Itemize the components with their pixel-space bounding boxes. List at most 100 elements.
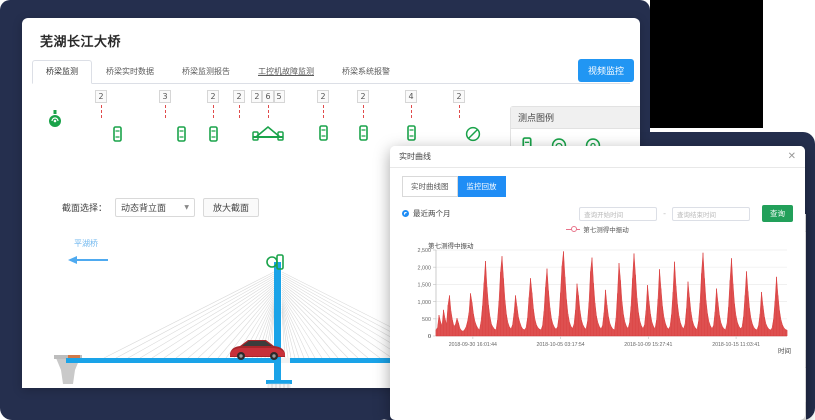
sensor-badge[interactable]: 5 xyxy=(273,90,285,103)
sensor-column[interactable]: 2 xyxy=(352,90,374,141)
cable-sensor-icon[interactable] xyxy=(246,119,290,141)
sensor-badge[interactable]: 2 xyxy=(207,90,219,103)
pile-sensor-icon[interactable] xyxy=(352,119,374,141)
dash-connector xyxy=(410,105,412,118)
pylon-top-sensor-icon xyxy=(266,254,284,270)
badge-group: 2 xyxy=(90,90,112,103)
dash-connector xyxy=(164,105,166,118)
sensor-badge[interactable]: 2 xyxy=(453,90,465,103)
pier-foundation xyxy=(267,383,291,388)
start-time-input[interactable]: 查询开始时间 xyxy=(579,206,658,221)
sensor-column[interactable]: 2 xyxy=(228,90,250,119)
dash-connector xyxy=(212,105,214,118)
sensor-badge[interactable]: 4 xyxy=(405,90,417,103)
sensor-column[interactable] xyxy=(170,120,192,142)
tab-realtime-curve-chart[interactable]: 实时曲线图 xyxy=(402,176,458,197)
svg-text:2018-10-05 03:17:54: 2018-10-05 03:17:54 xyxy=(537,342,585,348)
measurement-legend-panel: 测点图例 xyxy=(510,106,640,176)
chart-legend[interactable]: 第七测得中振动 xyxy=(390,224,805,234)
section-select-row: 截面选择： 动态背立面 ▼ 放大截面 xyxy=(62,198,260,217)
sensor-column[interactable]: 2 xyxy=(312,90,334,141)
badge-group: 2 6 5 xyxy=(246,90,290,103)
chart-svg: 0 500 1,000 1,500 2,000 2,500 2018-09-30 16:01… xyxy=(418,248,788,348)
sensor-column[interactable] xyxy=(462,120,484,142)
dash-connector xyxy=(100,105,102,118)
pile-sensor-icon[interactable] xyxy=(106,120,128,142)
section-select-dropdown[interactable]: 动态背立面 ▼ xyxy=(115,198,196,217)
sensor-badge[interactable]: 2 xyxy=(317,90,329,103)
dash-connector xyxy=(362,105,364,118)
end-time-input[interactable]: 查询结束时间 xyxy=(672,206,750,221)
dash-connector xyxy=(458,105,460,118)
svg-text:1,500: 1,500 xyxy=(418,283,432,289)
tab-system-alarm[interactable]: 桥梁系统报警 xyxy=(342,67,390,76)
sensor-column[interactable] xyxy=(44,106,66,128)
sensor-column[interactable]: 2 6 5 xyxy=(246,90,290,141)
bridge-deck-left xyxy=(66,358,274,363)
sensor-badge[interactable]: 2 xyxy=(233,90,245,103)
realtime-curve-dialog: 实时曲线 ✕ 实时曲线图 监控回放 最近两个月 查询开始时间 - 查询结束时间 … xyxy=(390,146,805,420)
svg-text:0: 0 xyxy=(428,334,431,340)
badge-group: 3 xyxy=(154,90,176,103)
tab-bridge-monitor[interactable]: 桥梁监测 xyxy=(32,60,92,84)
chart-xlabel: 时间 xyxy=(778,347,791,355)
gauge-sensor-icon[interactable] xyxy=(44,106,66,128)
legend-title: 测点图例 xyxy=(511,107,640,129)
pile-sensor-icon[interactable] xyxy=(170,120,192,142)
chart-title: 第七测得中振动 xyxy=(428,242,474,250)
sensor-column[interactable]: 2 xyxy=(90,90,112,119)
sensor-badge[interactable]: 2 xyxy=(95,90,107,103)
tab-realtime-data[interactable]: 桥梁实时数据 xyxy=(106,67,154,76)
tab-plc-fault-monitor[interactable]: 工控机故障监测 xyxy=(258,67,314,76)
sensor-column[interactable]: 4 xyxy=(400,90,422,141)
video-monitor-button[interactable]: 视频监控 xyxy=(577,59,634,82)
close-icon[interactable]: ✕ xyxy=(787,150,796,162)
recent-two-months-radio[interactable]: 最近两个月 xyxy=(402,208,451,219)
pile-sensor-icon[interactable] xyxy=(202,120,224,142)
dialog-filter-row: 最近两个月 查询开始时间 - 查询结束时间 查询 xyxy=(390,197,805,222)
no-entry-icon[interactable] xyxy=(462,120,484,142)
enlarge-section-button[interactable]: 放大截面 xyxy=(203,198,260,217)
sensor-column[interactable]: 2 xyxy=(202,90,224,119)
legend-label: 第七测得中振动 xyxy=(583,226,629,234)
desktop-backdrop-black xyxy=(650,0,763,128)
svg-text:2,500: 2,500 xyxy=(418,248,432,254)
direction-label: 平湖桥 xyxy=(74,239,98,248)
pile-sensor-icon[interactable] xyxy=(312,119,334,141)
svg-text:2018-10-09 15:27:41: 2018-10-09 15:27:41 xyxy=(624,342,672,348)
radio-label: 最近两个月 xyxy=(413,209,451,218)
query-button[interactable]: 查询 xyxy=(762,205,793,222)
dash-connector xyxy=(267,105,269,118)
tab-monitor-report[interactable]: 桥梁监测报告 xyxy=(182,67,230,76)
section-select-label: 截面选择： xyxy=(62,204,108,214)
svg-text:2,000: 2,000 xyxy=(418,265,432,271)
sensor-column[interactable]: 2 xyxy=(448,90,470,119)
sensor-column[interactable] xyxy=(106,120,128,142)
sensor-column[interactable]: 3 xyxy=(154,90,176,119)
badge-group: 2 xyxy=(352,90,374,103)
sensor-badge[interactable]: 3 xyxy=(159,90,171,103)
radio-icon[interactable] xyxy=(402,210,409,217)
dialog-title: 实时曲线 xyxy=(399,152,431,161)
badge-group: 2 xyxy=(448,90,470,103)
legend-marker-icon xyxy=(566,226,581,232)
tab-monitor-playback[interactable]: 监控回放 xyxy=(457,176,506,197)
svg-text:500: 500 xyxy=(422,317,431,323)
sensor-badge[interactable]: 2 xyxy=(251,90,263,103)
dialog-header: 实时曲线 ✕ xyxy=(390,146,805,168)
dash-connector xyxy=(322,105,324,118)
sensor-column[interactable] xyxy=(202,120,224,142)
badge-group: 4 xyxy=(400,90,422,103)
sensor-badge[interactable]: 2 xyxy=(357,90,369,103)
badge-group: 2 xyxy=(228,90,250,103)
sensor-strip: 2 3 xyxy=(22,90,640,145)
badge-group: 2 xyxy=(312,90,334,103)
section-select-value: 动态背立面 xyxy=(121,204,167,214)
date-range-separator: - xyxy=(663,209,666,218)
sensor-badge[interactable]: 6 xyxy=(262,90,274,103)
svg-text:0: 0 xyxy=(428,334,431,340)
svg-text:1,000: 1,000 xyxy=(418,300,432,306)
pile-sensor-icon[interactable] xyxy=(400,119,422,141)
badge-group: 2 xyxy=(202,90,224,103)
